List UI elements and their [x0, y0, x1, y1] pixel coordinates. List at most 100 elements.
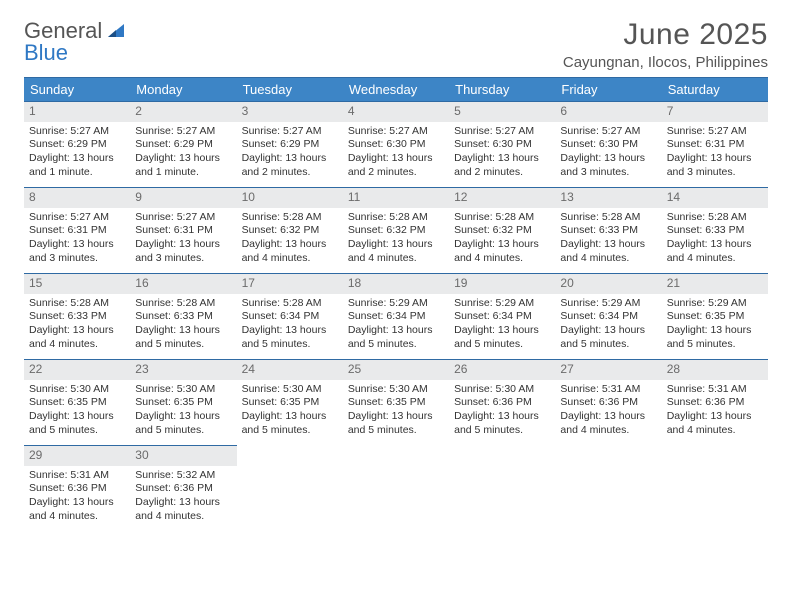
weekday-header: Thursday	[449, 78, 555, 102]
sunrise-text: Sunrise: 5:27 AM	[135, 125, 231, 139]
calendar-day-cell: 3Sunrise: 5:27 AMSunset: 6:29 PMDaylight…	[237, 101, 343, 187]
calendar-day-cell	[555, 445, 661, 531]
sunrise-text: Sunrise: 5:29 AM	[454, 297, 550, 311]
calendar-day-cell: 15Sunrise: 5:28 AMSunset: 6:33 PMDayligh…	[24, 273, 130, 359]
sunrise-text: Sunrise: 5:32 AM	[135, 469, 231, 483]
daylight-text: Daylight: 13 hours and 1 minute.	[29, 152, 125, 179]
sunrise-text: Sunrise: 5:28 AM	[348, 211, 444, 225]
sunset-text: Sunset: 6:36 PM	[29, 482, 125, 496]
day-body: Sunrise: 5:27 AMSunset: 6:30 PMDaylight:…	[449, 122, 555, 185]
day-number: 13	[555, 187, 661, 208]
day-body: Sunrise: 5:28 AMSunset: 6:33 PMDaylight:…	[662, 208, 768, 271]
sunset-text: Sunset: 6:30 PM	[348, 138, 444, 152]
day-number: 8	[24, 187, 130, 208]
logo-sail-icon	[106, 22, 126, 40]
page-title: June 2025	[563, 18, 768, 52]
page-subtitle: Cayungnan, Ilocos, Philippines	[563, 54, 768, 71]
sunset-text: Sunset: 6:36 PM	[667, 396, 763, 410]
calendar-day-cell: 19Sunrise: 5:29 AMSunset: 6:34 PMDayligh…	[449, 273, 555, 359]
sunset-text: Sunset: 6:34 PM	[348, 310, 444, 324]
day-number: 26	[449, 359, 555, 380]
calendar-day-cell: 2Sunrise: 5:27 AMSunset: 6:29 PMDaylight…	[130, 101, 236, 187]
day-body: Sunrise: 5:30 AMSunset: 6:35 PMDaylight:…	[237, 380, 343, 443]
daylight-text: Daylight: 13 hours and 2 minutes.	[242, 152, 338, 179]
calendar-day-cell	[343, 445, 449, 531]
daylight-text: Daylight: 13 hours and 3 minutes.	[667, 152, 763, 179]
day-body: Sunrise: 5:31 AMSunset: 6:36 PMDaylight:…	[555, 380, 661, 443]
calendar-day-cell: 24Sunrise: 5:30 AMSunset: 6:35 PMDayligh…	[237, 359, 343, 445]
sunrise-text: Sunrise: 5:29 AM	[348, 297, 444, 311]
daylight-text: Daylight: 13 hours and 5 minutes.	[560, 324, 656, 351]
calendar-week-row: 1Sunrise: 5:27 AMSunset: 6:29 PMDaylight…	[24, 101, 768, 187]
day-body: Sunrise: 5:30 AMSunset: 6:35 PMDaylight:…	[130, 380, 236, 443]
title-block: June 2025 Cayungnan, Ilocos, Philippines	[563, 18, 768, 71]
sunrise-text: Sunrise: 5:27 AM	[135, 211, 231, 225]
day-body: Sunrise: 5:30 AMSunset: 6:35 PMDaylight:…	[24, 380, 130, 443]
calendar-day-cell: 25Sunrise: 5:30 AMSunset: 6:35 PMDayligh…	[343, 359, 449, 445]
calendar-day-cell: 16Sunrise: 5:28 AMSunset: 6:33 PMDayligh…	[130, 273, 236, 359]
day-body: Sunrise: 5:29 AMSunset: 6:35 PMDaylight:…	[662, 294, 768, 357]
day-number: 17	[237, 273, 343, 294]
sunrise-text: Sunrise: 5:28 AM	[560, 211, 656, 225]
calendar-day-cell: 17Sunrise: 5:28 AMSunset: 6:34 PMDayligh…	[237, 273, 343, 359]
daylight-text: Daylight: 13 hours and 3 minutes.	[135, 238, 231, 265]
day-body: Sunrise: 5:30 AMSunset: 6:36 PMDaylight:…	[449, 380, 555, 443]
sunset-text: Sunset: 6:29 PM	[242, 138, 338, 152]
calendar-day-cell: 13Sunrise: 5:28 AMSunset: 6:33 PMDayligh…	[555, 187, 661, 273]
sunset-text: Sunset: 6:36 PM	[454, 396, 550, 410]
day-body: Sunrise: 5:28 AMSunset: 6:33 PMDaylight:…	[24, 294, 130, 357]
day-body: Sunrise: 5:29 AMSunset: 6:34 PMDaylight:…	[555, 294, 661, 357]
sunset-text: Sunset: 6:33 PM	[667, 224, 763, 238]
daylight-text: Daylight: 13 hours and 4 minutes.	[560, 410, 656, 437]
calendar-day-cell: 26Sunrise: 5:30 AMSunset: 6:36 PMDayligh…	[449, 359, 555, 445]
day-number: 24	[237, 359, 343, 380]
calendar-day-cell: 4Sunrise: 5:27 AMSunset: 6:30 PMDaylight…	[343, 101, 449, 187]
sunrise-text: Sunrise: 5:27 AM	[348, 125, 444, 139]
day-body: Sunrise: 5:30 AMSunset: 6:35 PMDaylight:…	[343, 380, 449, 443]
sunset-text: Sunset: 6:31 PM	[29, 224, 125, 238]
day-number: 23	[130, 359, 236, 380]
sunset-text: Sunset: 6:30 PM	[454, 138, 550, 152]
sunrise-text: Sunrise: 5:30 AM	[454, 383, 550, 397]
daylight-text: Daylight: 13 hours and 5 minutes.	[348, 410, 444, 437]
daylight-text: Daylight: 13 hours and 2 minutes.	[348, 152, 444, 179]
day-number: 28	[662, 359, 768, 380]
weekday-header: Saturday	[662, 78, 768, 102]
weekday-header: Sunday	[24, 78, 130, 102]
day-number: 18	[343, 273, 449, 294]
weekday-header: Monday	[130, 78, 236, 102]
day-body: Sunrise: 5:31 AMSunset: 6:36 PMDaylight:…	[662, 380, 768, 443]
sunset-text: Sunset: 6:35 PM	[667, 310, 763, 324]
calendar-header-row: Sunday Monday Tuesday Wednesday Thursday…	[24, 78, 768, 102]
sunset-text: Sunset: 6:35 PM	[29, 396, 125, 410]
daylight-text: Daylight: 13 hours and 5 minutes.	[667, 324, 763, 351]
day-number: 6	[555, 101, 661, 122]
day-number: 30	[130, 445, 236, 466]
sunrise-text: Sunrise: 5:30 AM	[348, 383, 444, 397]
sunset-text: Sunset: 6:30 PM	[560, 138, 656, 152]
calendar-body: 1Sunrise: 5:27 AMSunset: 6:29 PMDaylight…	[24, 101, 768, 531]
daylight-text: Daylight: 13 hours and 5 minutes.	[135, 324, 231, 351]
day-number: 1	[24, 101, 130, 122]
sunset-text: Sunset: 6:34 PM	[454, 310, 550, 324]
calendar-day-cell: 10Sunrise: 5:28 AMSunset: 6:32 PMDayligh…	[237, 187, 343, 273]
calendar-day-cell	[237, 445, 343, 531]
sunrise-text: Sunrise: 5:28 AM	[454, 211, 550, 225]
day-body: Sunrise: 5:29 AMSunset: 6:34 PMDaylight:…	[449, 294, 555, 357]
calendar-day-cell: 5Sunrise: 5:27 AMSunset: 6:30 PMDaylight…	[449, 101, 555, 187]
day-body: Sunrise: 5:28 AMSunset: 6:32 PMDaylight:…	[449, 208, 555, 271]
day-body: Sunrise: 5:27 AMSunset: 6:31 PMDaylight:…	[24, 208, 130, 271]
calendar-day-cell	[449, 445, 555, 531]
calendar-day-cell: 23Sunrise: 5:30 AMSunset: 6:35 PMDayligh…	[130, 359, 236, 445]
daylight-text: Daylight: 13 hours and 5 minutes.	[454, 410, 550, 437]
sunrise-text: Sunrise: 5:27 AM	[560, 125, 656, 139]
sunrise-text: Sunrise: 5:27 AM	[454, 125, 550, 139]
sunset-text: Sunset: 6:32 PM	[242, 224, 338, 238]
header: General June 2025 Cayungnan, Ilocos, Phi…	[24, 18, 768, 71]
day-body: Sunrise: 5:31 AMSunset: 6:36 PMDaylight:…	[24, 466, 130, 529]
day-number: 14	[662, 187, 768, 208]
day-number: 5	[449, 101, 555, 122]
sunrise-text: Sunrise: 5:28 AM	[667, 211, 763, 225]
calendar-day-cell: 12Sunrise: 5:28 AMSunset: 6:32 PMDayligh…	[449, 187, 555, 273]
day-body: Sunrise: 5:27 AMSunset: 6:29 PMDaylight:…	[237, 122, 343, 185]
